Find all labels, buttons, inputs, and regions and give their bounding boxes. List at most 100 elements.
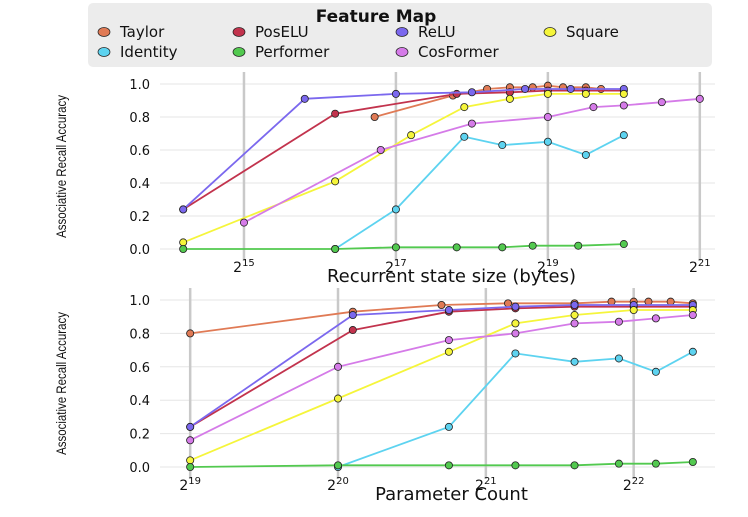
top-point-performer	[391, 243, 400, 252]
bottom-xtick-label: 222	[623, 476, 645, 494]
bottom-series-line-cosformer	[189, 314, 693, 442]
bottom-series-line-taylor	[190, 300, 693, 335]
bottom-point-performer	[334, 461, 343, 470]
bottom-point-cosformer	[186, 436, 195, 445]
legend-label-poselu: PosELU	[255, 23, 309, 41]
bottom-point-square	[570, 311, 579, 320]
top-point-identity	[498, 141, 507, 150]
top-x-axis-label: Recurrent state size (bytes)	[327, 266, 576, 287]
bottom-ytick-label: 0.6	[129, 361, 150, 376]
top-point-square	[543, 89, 552, 98]
bottom-point-performer	[614, 459, 623, 468]
bottom-point-square	[629, 306, 638, 315]
bottom-point-performer	[511, 461, 520, 470]
top-point-performer	[528, 241, 537, 250]
top-point-relu	[566, 84, 575, 93]
top-point-square	[331, 177, 340, 186]
top-ytick-label: 1.0	[129, 78, 150, 93]
top-point-identity	[581, 150, 590, 159]
top-point-square	[179, 238, 188, 247]
top-point-performer	[331, 244, 340, 253]
top-ytick-label: 0.4	[129, 177, 150, 192]
top-point-relu	[467, 88, 476, 97]
top-point-identity	[460, 132, 469, 141]
bottom-point-cosformer	[614, 317, 623, 326]
top-xtick-label: 221	[689, 258, 711, 276]
legend-marker-relu	[395, 27, 409, 37]
top-point-cosformer	[657, 98, 666, 107]
bottom-point-cosformer	[444, 336, 453, 345]
bottom-point-square	[444, 347, 453, 356]
top-point-cosformer	[589, 103, 598, 112]
top-series-line-square	[182, 93, 624, 244]
bottom-point-relu	[570, 301, 579, 310]
legend-marker-poselu	[232, 27, 246, 37]
bottom-point-cosformer	[688, 311, 697, 320]
bottom-point-cosformer	[334, 362, 343, 371]
top-point-relu	[179, 205, 188, 214]
top-point-performer	[498, 243, 507, 252]
bottom-x-axis-label: Parameter Count	[375, 484, 528, 505]
bottom-point-performer	[570, 461, 579, 470]
bottom-point-identity	[651, 367, 660, 376]
top-series-line-relu	[182, 88, 624, 211]
bottom-point-poselu	[348, 326, 357, 335]
top-ytick-label: 0.6	[129, 144, 150, 159]
top-point-performer	[574, 241, 583, 250]
top-ytick-label: 0.0	[129, 243, 150, 258]
bottom-ytick-label: 0.2	[129, 428, 150, 443]
top-point-square	[581, 89, 590, 98]
bottom-series-line-performer	[190, 461, 693, 468]
bottom-ytick-label: 1.0	[129, 294, 150, 309]
legend-label-performer: Performer	[255, 43, 330, 61]
bottom-xtick-label: 219	[179, 476, 201, 494]
top-xtick-label: 215	[233, 258, 255, 276]
bottom-point-performer	[186, 462, 195, 471]
top-point-square	[619, 89, 628, 98]
top-point-poselu	[452, 89, 461, 98]
legend-title: Feature Map	[316, 7, 437, 27]
bottom-series-line-identity	[337, 351, 694, 468]
legend-marker-identity	[97, 47, 111, 57]
legend: Feature Map Taylor PosELU ReLU Square Identi…	[88, 3, 712, 67]
top-point-relu	[300, 94, 309, 103]
bottom-point-relu	[348, 311, 357, 320]
legend-marker-cosformer	[395, 47, 409, 57]
bottom-point-cosformer	[570, 319, 579, 328]
bottom-y-axis-label: Associative Recall Accuracy	[53, 312, 69, 455]
legend-marker-performer	[232, 47, 246, 57]
top-point-square	[407, 131, 416, 140]
bottom-point-performer	[444, 461, 453, 470]
bottom-point-relu	[186, 422, 195, 431]
top-point-performer	[619, 240, 628, 249]
legend-marker-taylor	[97, 27, 111, 37]
bottom-point-identity	[614, 354, 623, 363]
bottom-point-square	[186, 456, 195, 465]
bottom-point-identity	[688, 347, 697, 356]
top-ytick-label: 0.8	[129, 111, 150, 126]
top-y-axis-label: Associative Recall Accuracy	[53, 95, 69, 238]
bottom-point-square	[334, 394, 343, 403]
top-point-cosformer	[695, 94, 704, 103]
top-point-relu	[521, 84, 530, 93]
bottom-point-identity	[444, 422, 453, 431]
top-point-poselu	[331, 109, 340, 118]
bottom-point-taylor	[186, 329, 195, 338]
top-point-identity	[619, 131, 628, 140]
legend-label-cosformer: CosFormer	[418, 43, 499, 61]
top-point-identity	[391, 205, 400, 214]
bottom-ytick-label: 0.8	[129, 327, 150, 342]
bottom-point-square	[511, 319, 520, 328]
top-series-line-cosformer	[243, 97, 700, 224]
top-point-cosformer	[543, 113, 552, 122]
bottom-point-relu	[511, 302, 520, 311]
bottom-point-taylor	[437, 301, 446, 310]
bottom-point-relu	[444, 306, 453, 315]
top-point-performer	[452, 243, 461, 252]
bottom-point-cosformer	[651, 314, 660, 323]
top-series-line-performer	[183, 243, 624, 250]
top-point-performer	[179, 244, 188, 253]
